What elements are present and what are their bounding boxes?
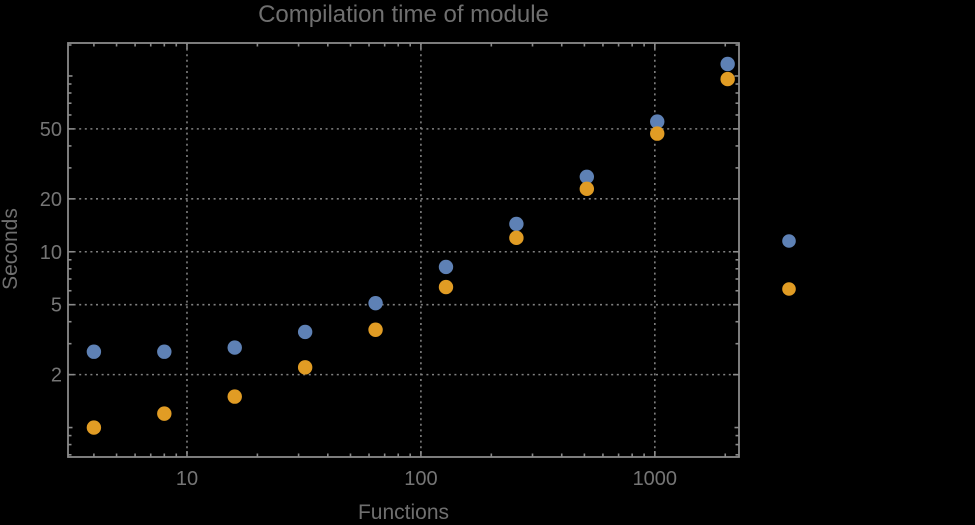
x-axis-label: Functions — [357, 501, 450, 524]
plot-legend — [782, 234, 796, 296]
y-tick-label: 20 — [40, 189, 62, 211]
data-point — [227, 389, 242, 404]
data-point — [579, 181, 595, 197]
data-point — [579, 169, 595, 184]
data-point — [509, 216, 524, 232]
x-tick-labels: 10 100 1000 — [176, 468, 677, 490]
data-point — [650, 126, 665, 141]
data-point — [509, 230, 524, 246]
data-point — [368, 322, 383, 337]
data-point — [720, 56, 735, 72]
legend-marker-icon — [782, 234, 796, 248]
data-point — [297, 360, 313, 375]
data-point — [720, 71, 735, 87]
data-point — [86, 420, 102, 435]
data-point — [157, 406, 172, 421]
y-tick-label: 2 — [51, 365, 62, 387]
plot-frame — [67, 42, 740, 458]
y-tick-label: 10 — [40, 242, 62, 264]
x-tick-label: 1000 — [633, 468, 678, 490]
data-point — [297, 324, 313, 340]
y-tick-label: 50 — [40, 119, 62, 141]
series-1-blue-points — [86, 56, 735, 359]
x-tick-label: 10 — [176, 468, 198, 490]
plot-gridlines — [68, 43, 739, 457]
y-tick-label: 5 — [51, 295, 62, 317]
data-point — [650, 114, 665, 129]
data-point — [227, 340, 242, 355]
data-point — [438, 279, 454, 295]
axis-ticks — [68, 43, 739, 457]
data-point — [157, 344, 172, 359]
data-point — [438, 259, 454, 275]
chart-title: Compilation time of module — [258, 1, 549, 28]
series-2-orange-points — [86, 71, 735, 435]
y-tick-labels: 2 5 10 20 50 — [40, 119, 62, 387]
data-point — [86, 344, 102, 359]
data-point — [368, 295, 383, 311]
x-tick-label: 100 — [404, 468, 437, 490]
legend-marker-icon — [782, 282, 796, 296]
